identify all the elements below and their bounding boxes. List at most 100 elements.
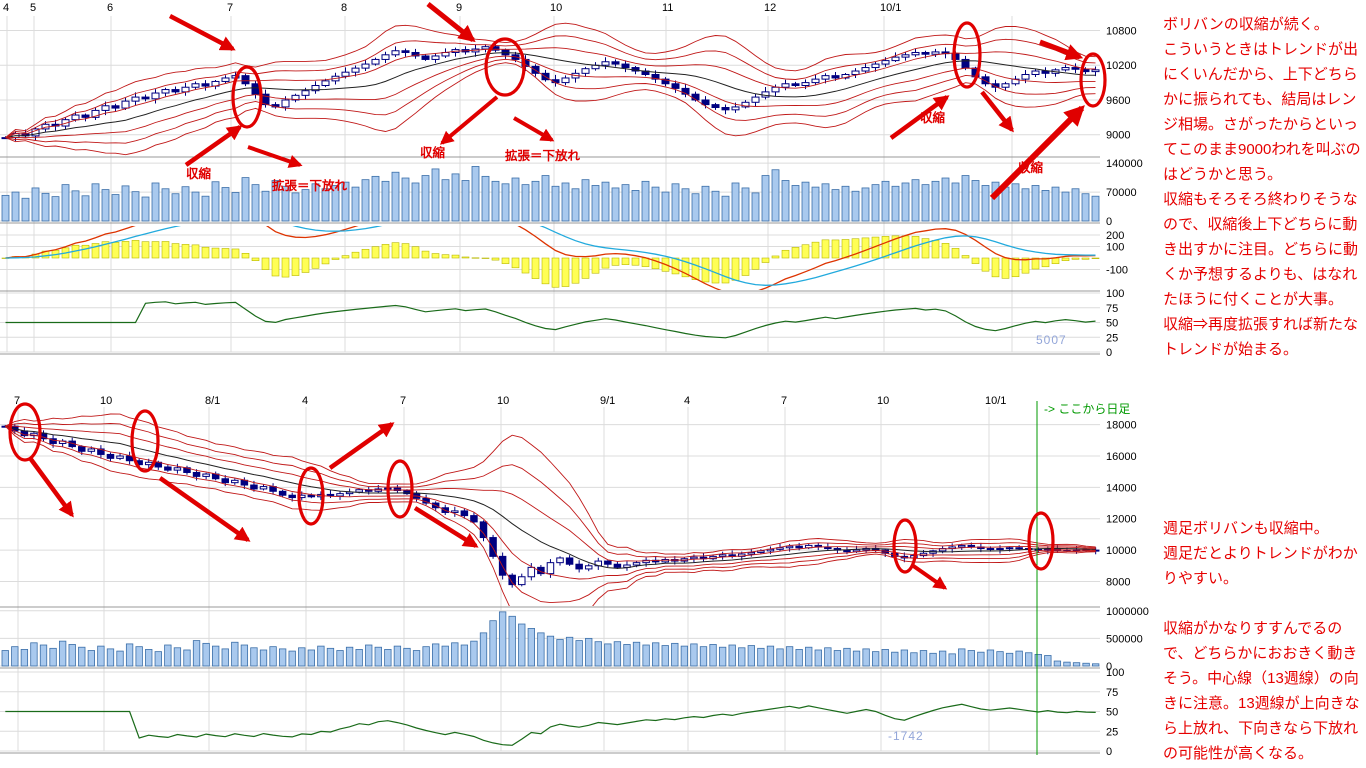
svg-text:50: 50 — [1106, 707, 1118, 719]
annotation-arrow — [980, 90, 1014, 133]
annotation-label: 収縮 — [186, 166, 212, 181]
rsi-line — [5, 301, 1096, 339]
svg-text:10200: 10200 — [1106, 60, 1137, 72]
annotation-layer — [8, 402, 1055, 590]
highlight-ellipse — [892, 518, 918, 574]
svg-text:75: 75 — [1106, 687, 1118, 699]
svg-text:10: 10 — [877, 395, 889, 407]
svg-text:9000: 9000 — [1106, 130, 1130, 142]
annotation-arrow — [1039, 39, 1084, 61]
svg-text:14000: 14000 — [1106, 482, 1137, 494]
svg-text:25: 25 — [1106, 332, 1118, 344]
svg-text:18000: 18000 — [1106, 420, 1137, 432]
annotation-label: 収縮 — [420, 145, 446, 160]
svg-text:75: 75 — [1106, 303, 1118, 315]
volume-panel — [1, 166, 1100, 222]
daily-chart-svg: 4 5 6 7 8 9 10 11 12 10/1 10800 10200 9600 9000 140000… — [0, 0, 1160, 385]
svg-text:12000: 12000 — [1106, 514, 1137, 526]
svg-text:10: 10 — [100, 395, 112, 407]
svg-text:500000: 500000 — [1106, 633, 1143, 645]
svg-text:9: 9 — [456, 2, 462, 14]
svg-text:7: 7 — [227, 2, 233, 14]
svg-text:0: 0 — [1106, 746, 1112, 758]
svg-text:100: 100 — [1106, 242, 1124, 254]
annotation-label: 拡張＝下放れ — [505, 148, 581, 163]
annotation-arrow — [328, 422, 395, 470]
highlight-ellipse — [297, 466, 325, 526]
annotation-arrow — [426, 2, 476, 43]
highlight-ellipse — [8, 402, 42, 462]
weekly-commentary: 週足ボリバンも収縮中。 週足だとよりトレンドがわかりやすい。 収縮がかなりすすん… — [1163, 516, 1363, 766]
annotation-arrow — [247, 145, 303, 168]
svg-text:7: 7 — [14, 395, 20, 407]
commentary-paragraph: ボリバンの収縮が続く。 — [1163, 16, 1329, 33]
svg-text:200: 200 — [1106, 230, 1124, 242]
annotation-arrow — [439, 95, 499, 145]
gridlines — [0, 407, 1100, 752]
svg-text:50: 50 — [1106, 318, 1118, 330]
highlight-ellipse — [231, 65, 263, 129]
daily-commentary: ボリバンの収縮が続く。 こういうときはトレンドが出にくいんだから、上下どちらかに… — [1163, 12, 1363, 362]
svg-text:10000: 10000 — [1106, 545, 1137, 557]
svg-text:7: 7 — [781, 395, 787, 407]
svg-text:10/1: 10/1 — [880, 2, 901, 14]
bollinger-bands — [5, 22, 1096, 156]
volume-panel — [1, 611, 1100, 667]
daily-chart-panel: 4 5 6 7 8 9 10 11 12 10/1 10800 10200 9600 9000 140000… — [0, 0, 1160, 390]
price-panel — [1, 42, 1100, 142]
svg-text:11: 11 — [662, 2, 673, 14]
svg-text:0: 0 — [1106, 216, 1112, 228]
annotation-arrow — [889, 95, 950, 140]
panel-separators — [0, 156, 1100, 355]
svg-text:1000000: 1000000 — [1106, 606, 1149, 618]
svg-text:8/1: 8/1 — [205, 395, 220, 407]
svg-text:9/1: 9/1 — [600, 395, 615, 407]
annotation-arrow — [158, 476, 251, 542]
svg-text:25: 25 — [1106, 726, 1118, 738]
annotation-arrow — [910, 563, 948, 590]
svg-text:7: 7 — [400, 395, 406, 407]
svg-text:16000: 16000 — [1106, 451, 1137, 463]
svg-text:0: 0 — [1106, 347, 1112, 359]
panel-separators — [0, 606, 1100, 754]
svg-text:140000: 140000 — [1106, 158, 1143, 170]
highlight-ellipse — [952, 21, 982, 89]
svg-text:4: 4 — [684, 395, 690, 407]
svg-text:8: 8 — [341, 2, 347, 14]
annotation-arrow — [168, 14, 236, 51]
x-axis-labels: 7 10 8/1 4 7 10 9/1 4 7 10 10/1 — [14, 395, 1006, 407]
svg-text:70000: 70000 — [1106, 187, 1137, 199]
commentary-paragraph: 収縮⇒再度拡張すれば新たなトレンドが始まる。 — [1163, 316, 1359, 358]
commentary-paragraph: 週足だとよりトレンドがわかりやすい。 — [1163, 545, 1358, 587]
annotation-label: 収縮 — [1018, 160, 1044, 175]
svg-text:4: 4 — [3, 2, 9, 14]
annotation-arrow — [512, 116, 555, 142]
macd-panel — [1, 226, 1100, 290]
annotation-arrow — [184, 125, 243, 167]
weekly-chart-svg: 7 10 8/1 4 7 10 9/1 4 7 10 10/1 18000 16000 14000 1200… — [0, 393, 1160, 763]
x-axis-labels: 4 5 6 7 8 9 10 11 12 10/1 — [3, 2, 901, 14]
highlight-ellipse — [386, 459, 414, 519]
annotation-arrow — [28, 456, 74, 518]
svg-text:10: 10 — [550, 2, 562, 14]
svg-text:100: 100 — [1106, 288, 1124, 300]
svg-text:6: 6 — [107, 2, 113, 14]
y-axis-labels: 1800016000140001200010000800010000005000… — [1106, 420, 1149, 758]
indicator-value-watermark: -1742 — [888, 729, 924, 743]
weekly-chart-panel: 7 10 8/1 4 7 10 9/1 4 7 10 10/1 18000 16000 14000 1200… — [0, 393, 1160, 768]
commentary-paragraph: 収縮がかなりすすんでるので、どちらかにおおきく動きそう。中心線（13週線）の向き… — [1163, 620, 1360, 762]
indicator-value-watermark: 5007 — [1036, 333, 1067, 347]
highlight-ellipse — [484, 37, 526, 97]
svg-text:4: 4 — [302, 395, 308, 407]
commentary-paragraph: こういうときはトレンドが出にくいんだから、上下どちらかに振られても、結局はレンジ… — [1163, 41, 1361, 183]
svg-text:12: 12 — [764, 2, 776, 14]
daily-start-marker-label: -> ここから日足 — [1044, 402, 1130, 416]
svg-text:0: 0 — [1106, 661, 1112, 673]
highlight-ellipse — [1027, 511, 1055, 571]
svg-text:5: 5 — [30, 2, 36, 14]
highlight-ellipse — [1079, 52, 1107, 108]
commentary-paragraph: 週足ボリバンも収縮中。 — [1163, 520, 1329, 537]
annotation-label: 拡張＝下放れ — [272, 178, 348, 193]
